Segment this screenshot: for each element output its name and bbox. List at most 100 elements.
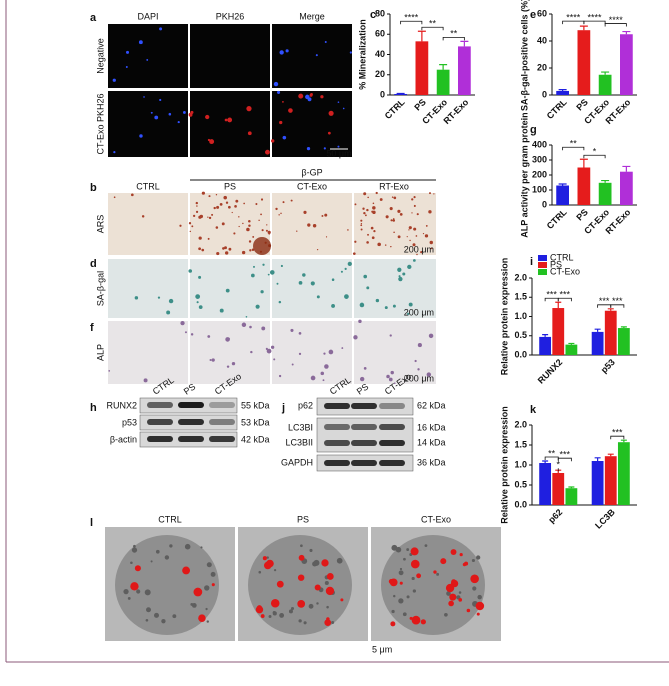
- texture: [316, 249, 319, 251]
- significance-label: ***: [612, 296, 623, 306]
- size-label: 62 kDa: [417, 400, 446, 410]
- texture: [340, 598, 344, 602]
- error-bar: [601, 71, 610, 75]
- y-tick-label: 1.0: [514, 311, 527, 321]
- texture: [411, 198, 414, 201]
- texture: [205, 114, 210, 120]
- texture: [216, 205, 220, 209]
- texture: [188, 269, 193, 273]
- texture: [251, 273, 255, 278]
- texture: [228, 247, 232, 251]
- texture: [411, 212, 413, 214]
- texture: [282, 100, 284, 103]
- error-bar: [622, 30, 631, 35]
- texture: [416, 573, 422, 579]
- texture: [131, 547, 138, 553]
- texture: [393, 196, 397, 200]
- texture: [322, 379, 325, 382]
- texture: [166, 310, 171, 315]
- blot-band: [209, 402, 235, 408]
- y-axis-label: SA-β-gal-positive cells (%): [519, 0, 529, 111]
- column-header: PS: [224, 181, 236, 191]
- texture: [302, 273, 306, 277]
- texture: [150, 560, 153, 563]
- micrograph: [190, 24, 270, 88]
- texture: [280, 212, 282, 215]
- texture: [337, 145, 340, 148]
- texture: [344, 267, 347, 270]
- texture: [364, 214, 367, 217]
- texture: [446, 591, 451, 596]
- blot-band: [324, 403, 350, 409]
- bar: [598, 74, 612, 95]
- texture: [336, 557, 343, 564]
- texture: [112, 78, 116, 82]
- texture: [227, 117, 233, 123]
- texture: [210, 571, 216, 577]
- micrograph: [190, 321, 270, 384]
- texture: [262, 556, 267, 561]
- texture: [190, 602, 194, 606]
- texture: [433, 570, 437, 574]
- texture: [298, 554, 305, 561]
- texture: [360, 219, 363, 222]
- texture: [233, 232, 236, 235]
- significance-label: **: [570, 139, 578, 149]
- texture: [159, 98, 162, 102]
- texture: [412, 243, 416, 247]
- texture: [410, 559, 420, 569]
- texture: [303, 621, 307, 625]
- texture: [145, 618, 149, 622]
- texture: [146, 607, 151, 613]
- blot-strip: [316, 417, 414, 453]
- texture: [407, 264, 412, 270]
- texture: [385, 215, 389, 219]
- size-label: 53 kDa: [241, 417, 270, 427]
- texture: [347, 229, 349, 231]
- texture: [375, 298, 380, 303]
- y-tick-label: 0.0: [514, 499, 527, 509]
- texture: [315, 54, 318, 57]
- texture: [370, 226, 374, 230]
- texture: [268, 233, 271, 235]
- texture: [134, 296, 139, 300]
- texture: [211, 213, 214, 216]
- texture: [273, 568, 277, 572]
- texture: [216, 252, 220, 256]
- texture: [327, 131, 331, 135]
- micrograph: [108, 91, 188, 157]
- significance-label: ***: [560, 290, 571, 300]
- texture: [250, 350, 253, 354]
- texture: [270, 598, 280, 608]
- blot-band: [379, 440, 405, 446]
- texture: [298, 619, 302, 623]
- texture: [219, 308, 224, 313]
- texture: [448, 600, 454, 607]
- texture: [413, 227, 417, 231]
- significance-label: *: [593, 147, 597, 157]
- texture: [433, 193, 435, 195]
- micrograph: [190, 259, 270, 318]
- texture: [323, 352, 326, 355]
- texture: [198, 275, 202, 279]
- y-axis-label: Relative protein expression: [499, 406, 509, 524]
- texture: [191, 225, 194, 228]
- texture: [393, 594, 396, 598]
- legend-label: PS: [550, 259, 562, 269]
- texture: [282, 135, 287, 140]
- error-bar: [594, 328, 601, 332]
- error-bar: [558, 89, 567, 91]
- texture: [325, 236, 328, 238]
- bar: [604, 456, 617, 505]
- texture: [231, 361, 236, 366]
- texture: [395, 546, 402, 553]
- texture: [123, 588, 129, 595]
- y-tick-label: 20: [537, 62, 547, 72]
- texture: [193, 587, 203, 597]
- micrograph: [190, 91, 270, 157]
- texture: [300, 544, 303, 548]
- bar: [577, 167, 591, 205]
- bar: [565, 488, 578, 505]
- row-label: ARS: [95, 215, 105, 234]
- texture: [146, 58, 149, 61]
